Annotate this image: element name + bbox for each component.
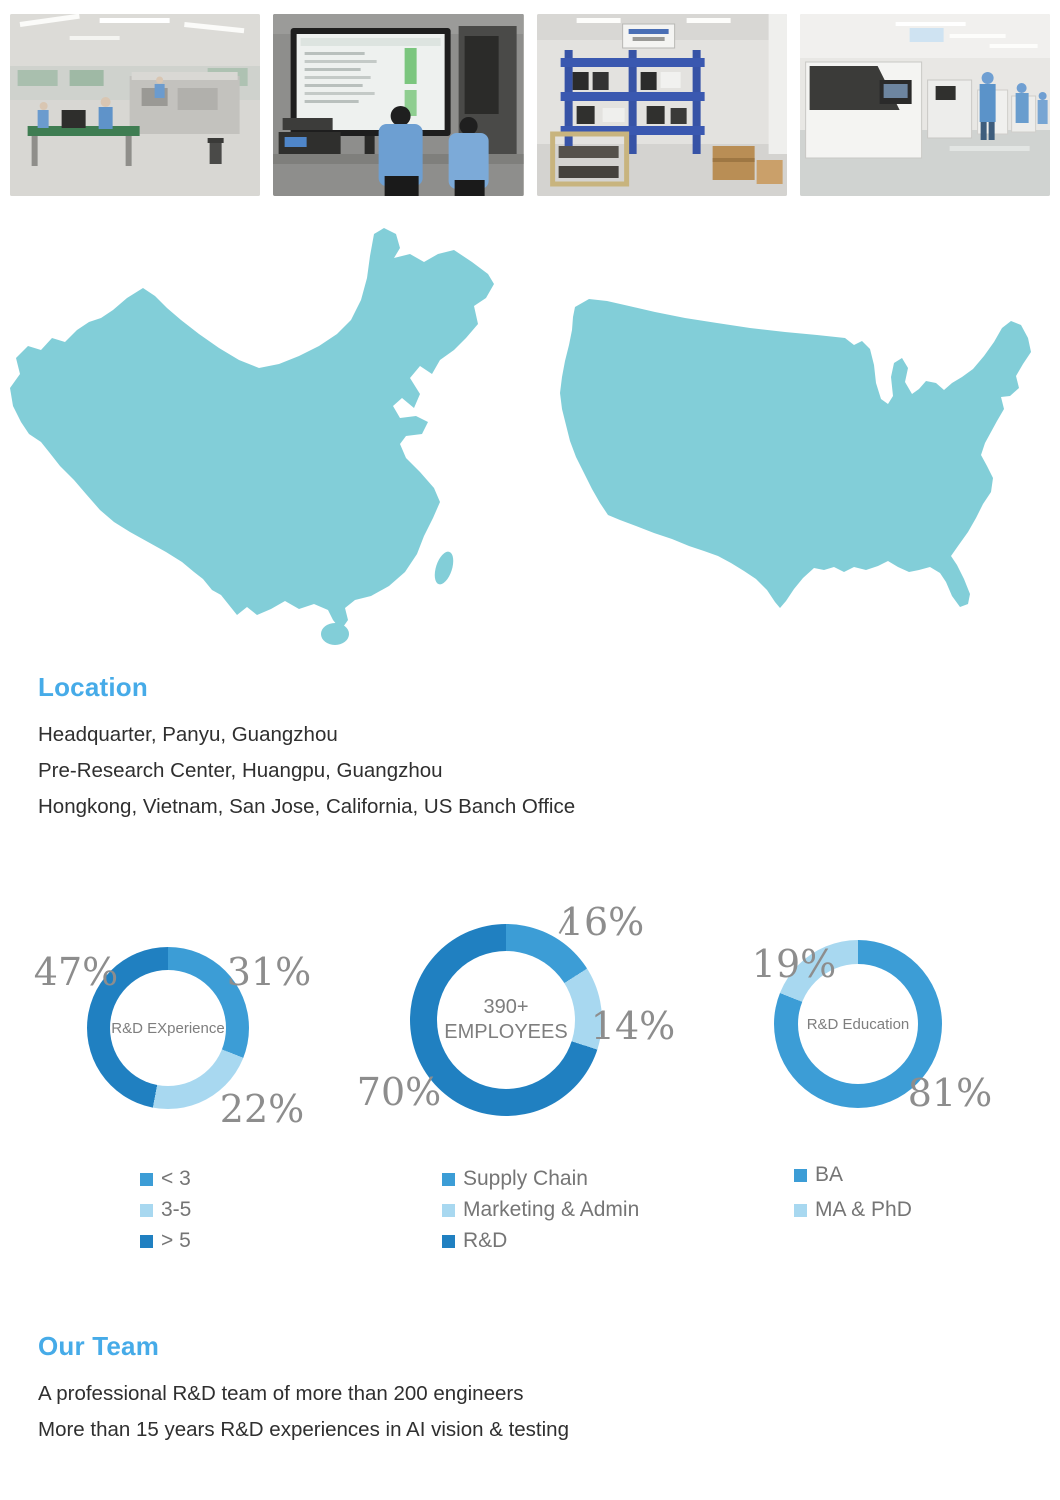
location-line-pre-research: Pre-Research Center, Huangpu, Guangzhou xyxy=(38,759,443,782)
location-maps xyxy=(0,196,1060,672)
donut-value-label: 19% xyxy=(751,942,837,986)
donut-value-label: 47% xyxy=(33,950,119,994)
team-line-experience: More than 15 years R&D experiences in AI… xyxy=(38,1418,569,1441)
legend-swatch xyxy=(442,1203,455,1217)
legend-swatch xyxy=(140,1234,153,1248)
legend-label: BA xyxy=(815,1163,844,1186)
legend-item: < 3 xyxy=(140,1168,191,1190)
legend-swatch xyxy=(140,1172,153,1186)
legend-label: R&D xyxy=(463,1229,508,1252)
team-heading: Our Team xyxy=(38,1331,160,1361)
legend-swatch xyxy=(140,1203,153,1217)
donut-center-label-line1: 390+ xyxy=(483,996,529,1018)
legend-item: > 5 xyxy=(140,1230,191,1252)
team-line-engineers: A professional R&D team of more than 200… xyxy=(38,1382,524,1405)
photo-smt-line-image xyxy=(799,14,1050,196)
donut-center-label: R&D EXperience xyxy=(111,1019,225,1037)
legend-item: 3-5 xyxy=(140,1199,191,1221)
team-lines: A professional R&D team of more than 200… xyxy=(38,1376,1060,1448)
photo-warehouse-racks-image xyxy=(536,14,787,196)
donut-value-label: 22% xyxy=(219,1087,305,1131)
photo-assembly-workshop-image xyxy=(10,14,261,196)
legend-item: R&D xyxy=(442,1230,639,1252)
donut-chart-rd-experience: R&D EXperience xyxy=(87,947,249,1109)
legend-rd-education: BA MA & PhD xyxy=(794,1164,912,1221)
donut-value-label: 31% xyxy=(226,950,312,994)
location-line-headquarter: Headquarter, Panyu, Guangzhou xyxy=(38,723,338,746)
company-stats-charts: R&D EXperience 47% 31% 22% 390+ EMPLOYEE… xyxy=(0,883,1060,1275)
legend-item: Supply Chain xyxy=(442,1168,639,1190)
team-section: Our Team A professional R&D team of more… xyxy=(0,1331,1060,1448)
photo-assembly-workshop xyxy=(10,14,261,196)
legend-swatch xyxy=(794,1203,807,1217)
legend-item: MA & PhD xyxy=(794,1199,912,1221)
legend-item: BA xyxy=(794,1164,912,1186)
legend-rd-experience: < 3 3-5 > 5 xyxy=(140,1168,191,1252)
photo-test-monitoring-image xyxy=(273,14,524,196)
legend-item: Marketing & Admin xyxy=(442,1199,639,1221)
photo-smt-line xyxy=(799,14,1050,196)
legend-label: > 5 xyxy=(161,1229,191,1252)
donut-center-label: R&D Education xyxy=(806,1015,910,1033)
donut-value-label: 14% xyxy=(590,1004,676,1048)
photo-test-monitoring xyxy=(273,14,524,196)
photo-warehouse-racks xyxy=(536,14,787,196)
china-map xyxy=(10,228,494,645)
legend-label: MA & PhD xyxy=(815,1198,912,1221)
donut-hole: 390+ EMPLOYEES xyxy=(437,951,575,1089)
location-lines: Headquarter, Panyu, Guangzhou Pre-Resear… xyxy=(38,717,1060,825)
legend-label: < 3 xyxy=(161,1167,191,1190)
donut-chart-employees: 390+ EMPLOYEES xyxy=(410,924,602,1116)
donut-value-label: 70% xyxy=(356,1070,442,1114)
legend-swatch xyxy=(442,1234,455,1248)
legend-swatch xyxy=(442,1172,455,1186)
donut-value-label: 81% xyxy=(907,1071,993,1115)
location-section: Location Headquarter, Panyu, Guangzhou P… xyxy=(0,672,1060,825)
legend-employees: Supply Chain Marketing & Admin R&D xyxy=(442,1168,639,1252)
donut-hole: R&D EXperience xyxy=(110,970,226,1086)
donut-chart-rd-education: R&D Education xyxy=(774,940,942,1108)
legend-label: 3-5 xyxy=(161,1198,192,1221)
legend-label: Marketing & Admin xyxy=(463,1198,640,1221)
legend-swatch xyxy=(794,1168,807,1182)
location-heading: Location xyxy=(38,672,148,702)
donut-center-label-line2: EMPLOYEES xyxy=(444,1021,568,1043)
location-line-branch-offices: Hongkong, Vietnam, San Jose, California,… xyxy=(38,795,576,818)
legend-label: Supply Chain xyxy=(463,1167,588,1190)
factory-photo-strip xyxy=(0,0,1060,196)
donut-hole: R&D Education xyxy=(798,964,918,1084)
usa-map xyxy=(560,299,1031,608)
donut-value-label: 16% xyxy=(559,900,645,944)
